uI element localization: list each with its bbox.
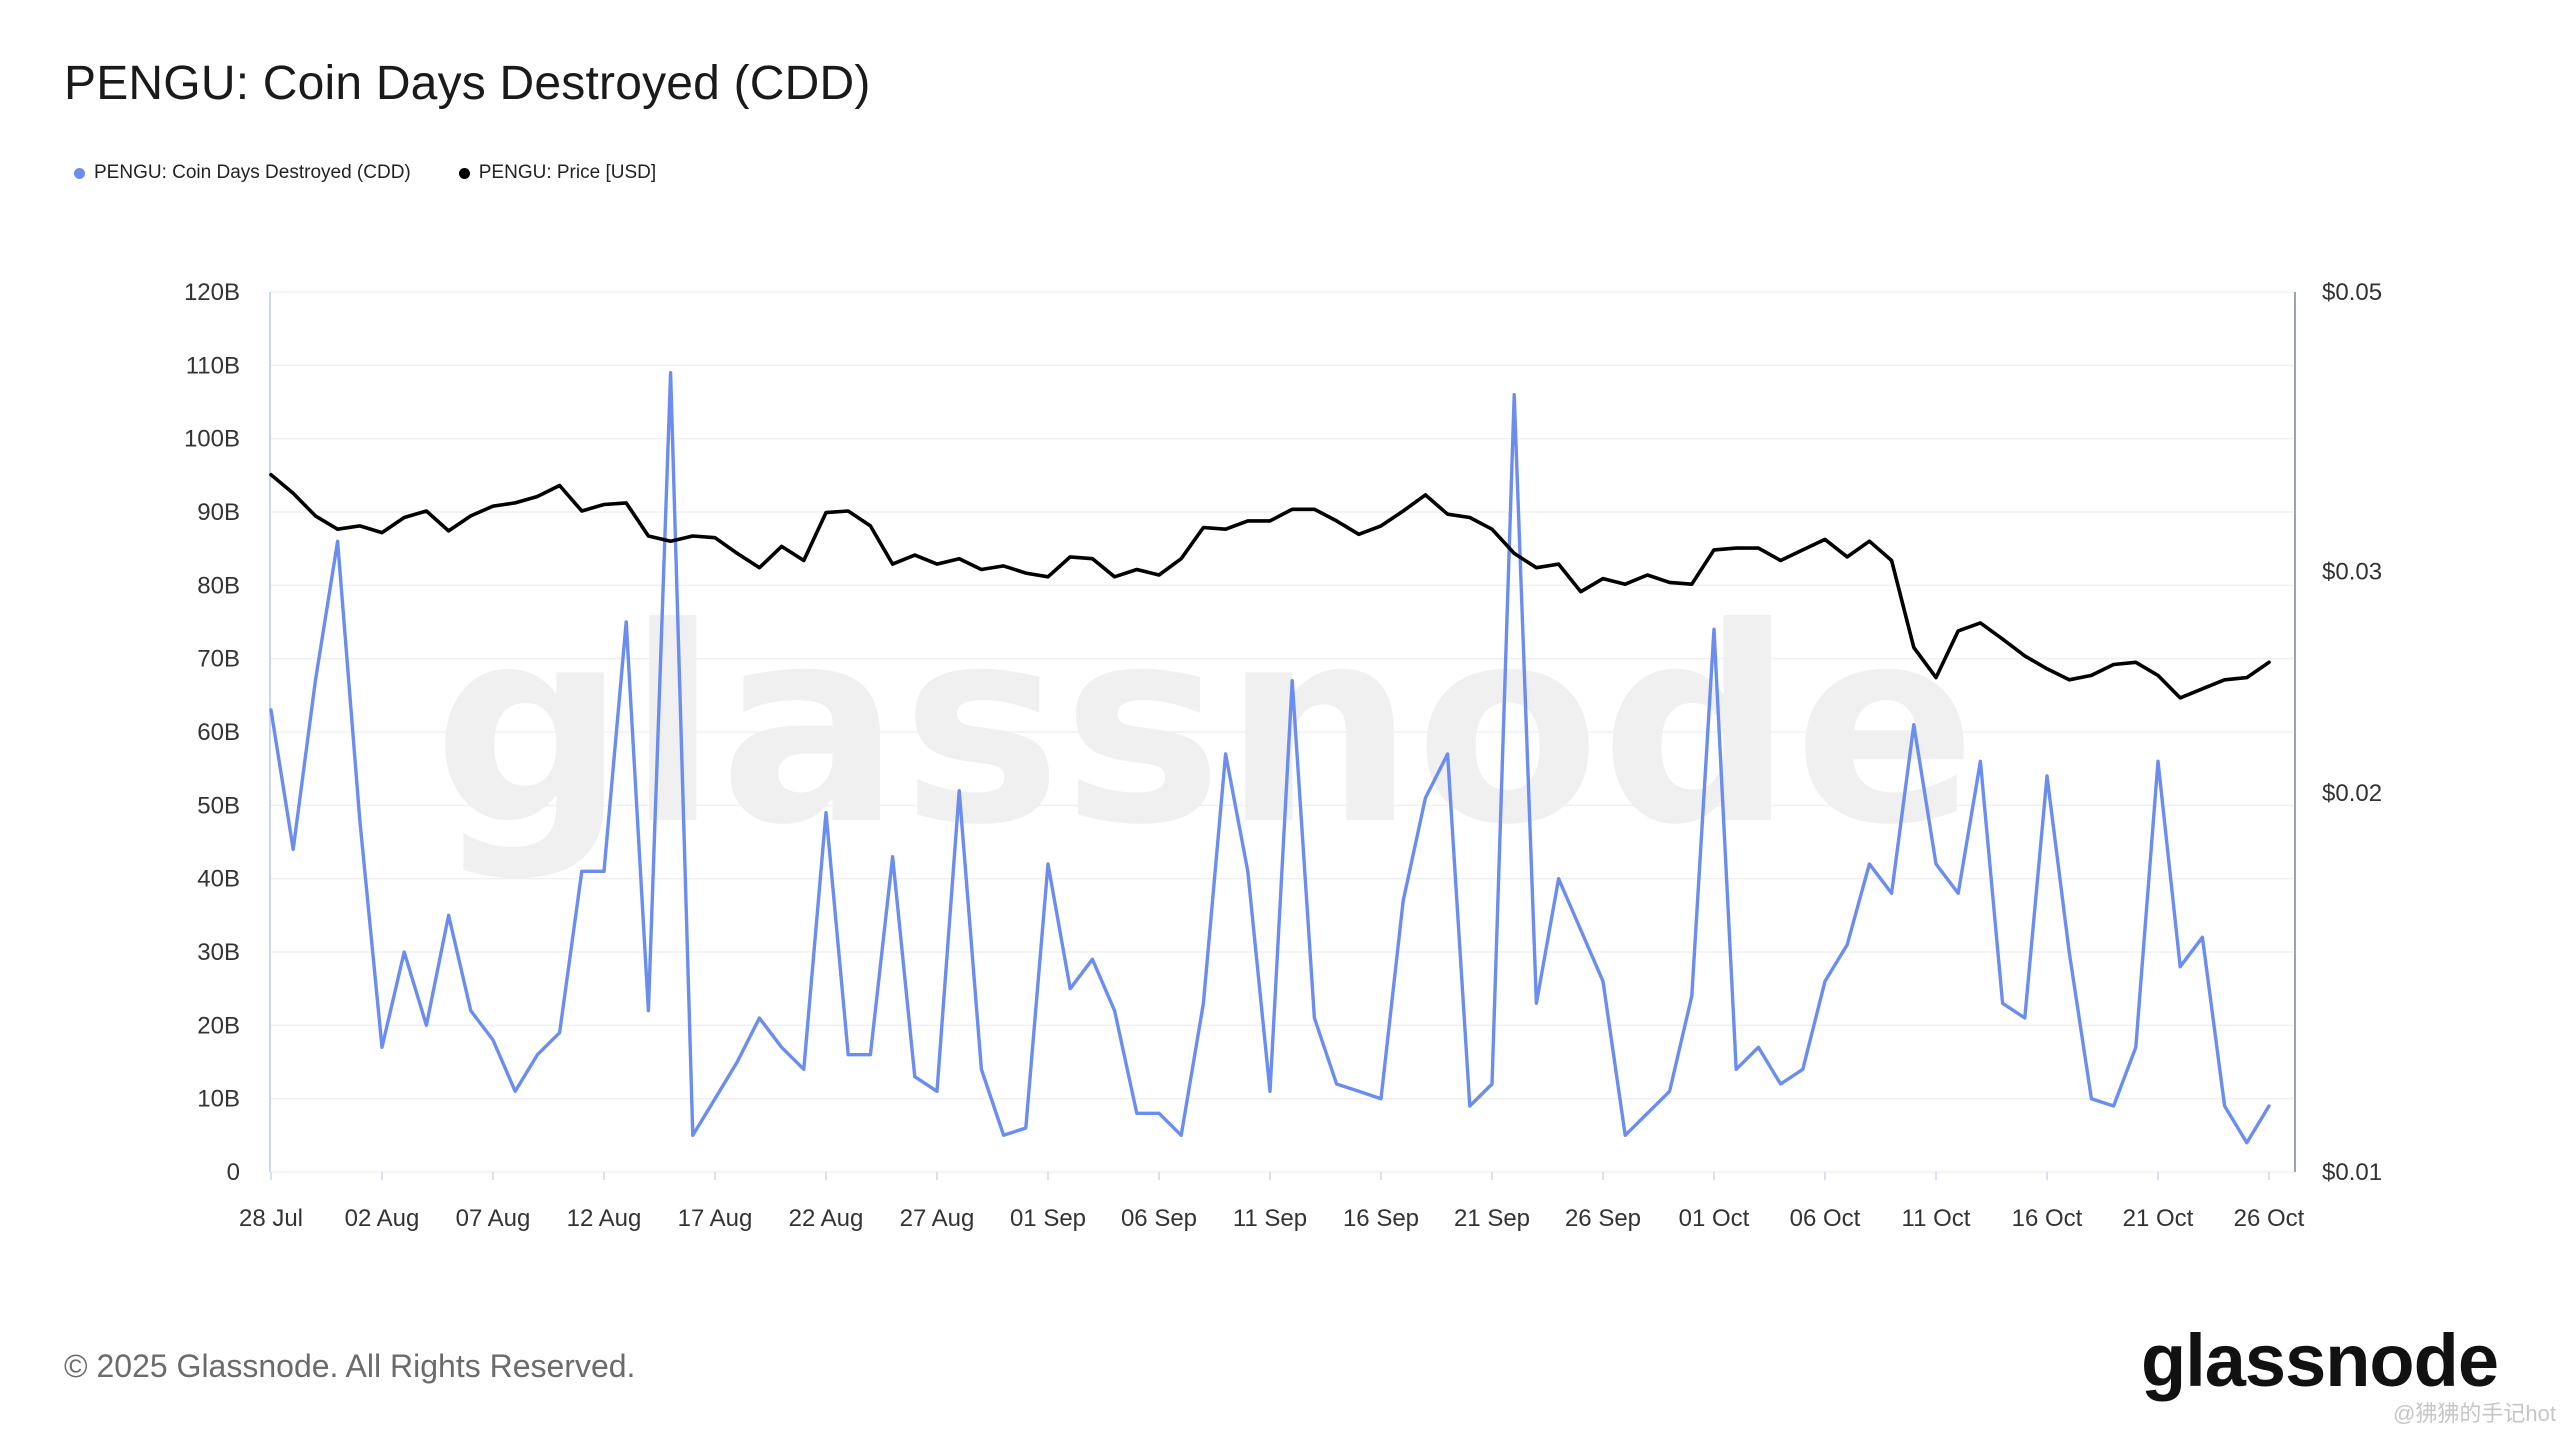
right-tick-label: $0.01 — [2322, 1159, 2382, 1186]
x-tick-label: 11 Oct — [1902, 1205, 1971, 1232]
x-axis-ticks: 28 Jul 02 Aug 07 Aug 12 Aug 17 Aug 22 Aug 27 A… — [239, 1172, 2305, 1232]
right-tick-label: $0.03 — [2322, 558, 2382, 585]
left-tick-label: 100B — [184, 426, 240, 453]
x-tick-label: 06 Sep — [1121, 1205, 1197, 1232]
left-tick-label: 30B — [197, 939, 240, 966]
copyright-text: © 2025 Glassnode. All Rights Reserved. — [64, 1348, 636, 1384]
left-tick-label: 60B — [197, 719, 240, 746]
x-tick-label: 27 Aug — [900, 1205, 975, 1232]
x-tick-label: 12 Aug — [567, 1205, 642, 1232]
glassnode-logo[interactable]: glassnode — [2141, 1319, 2499, 1402]
left-tick-label: 80B — [197, 572, 240, 599]
x-tick-label: 06 Oct — [1790, 1205, 1861, 1232]
legend: PENGU: Coin Days Destroyed (CDD) PENGU: … — [74, 162, 656, 184]
legend-dot-price — [458, 167, 470, 179]
chart-title: PENGU: Coin Days Destroyed (CDD) — [64, 57, 871, 110]
left-axis-ticks: 0 10B 20B 30B 40B 50B 60B 70B 80B 90B 100B 110B 120B — [184, 279, 240, 1186]
right-tick-label: $0.02 — [2322, 780, 2382, 807]
left-tick-label: 20B — [197, 1012, 240, 1039]
x-tick-label: 26 Sep — [1565, 1205, 1641, 1232]
background-watermark: glassnode — [433, 569, 1977, 884]
watermark-note: @狒狒的手记hot — [2393, 1401, 2556, 1426]
series-line-cdd — [269, 371, 2271, 1145]
x-tick-label: 17 Aug — [678, 1205, 753, 1232]
grid — [270, 291, 2295, 1173]
x-tick-label: 26 Oct — [2234, 1205, 2305, 1232]
x-tick-label: 22 Aug — [789, 1205, 864, 1232]
legend-label-price: PENGU: Price [USD] — [478, 162, 657, 183]
left-tick-label: 10B — [197, 1086, 240, 1113]
left-tick-label: 70B — [197, 646, 240, 673]
left-tick-label: 90B — [197, 499, 240, 526]
x-tick-label: 11 Sep — [1233, 1205, 1307, 1232]
series-line-price — [269, 472, 2271, 700]
x-tick-label: 21 Oct — [2123, 1205, 2194, 1232]
series-layer — [269, 371, 2271, 1145]
left-tick-label: 0 — [227, 1159, 240, 1186]
x-tick-label: 21 Sep — [1454, 1205, 1530, 1232]
x-tick-label: 16 Oct — [2012, 1205, 2083, 1232]
left-tick-label: 110B — [186, 352, 240, 379]
left-tick-label: 40B — [197, 866, 240, 893]
x-tick-label: 01 Sep — [1010, 1205, 1086, 1232]
right-tick-label: $0.05 — [2322, 279, 2382, 306]
x-tick-label: 02 Aug — [345, 1205, 420, 1232]
legend-dot-cdd — [74, 167, 85, 179]
left-tick-label: 120B — [184, 279, 240, 306]
x-tick-label: 01 Oct — [1679, 1205, 1750, 1232]
x-tick-label: 07 Aug — [456, 1205, 531, 1232]
right-axis-ticks: $0.01 $0.02 $0.03 $0.05 — [2322, 279, 2382, 1186]
axes — [269, 292, 2296, 1172]
x-tick-label: 28 Jul — [239, 1205, 303, 1232]
legend-item-cdd[interactable]: PENGU: Coin Days Destroyed (CDD) — [74, 162, 411, 184]
x-tick-label: 16 Sep — [1343, 1205, 1419, 1232]
legend-item-price[interactable]: PENGU: Price [USD] — [458, 162, 657, 184]
legend-label-cdd: PENGU: Coin Days Destroyed (CDD) — [94, 162, 411, 183]
left-tick-label: 50B — [197, 792, 240, 819]
